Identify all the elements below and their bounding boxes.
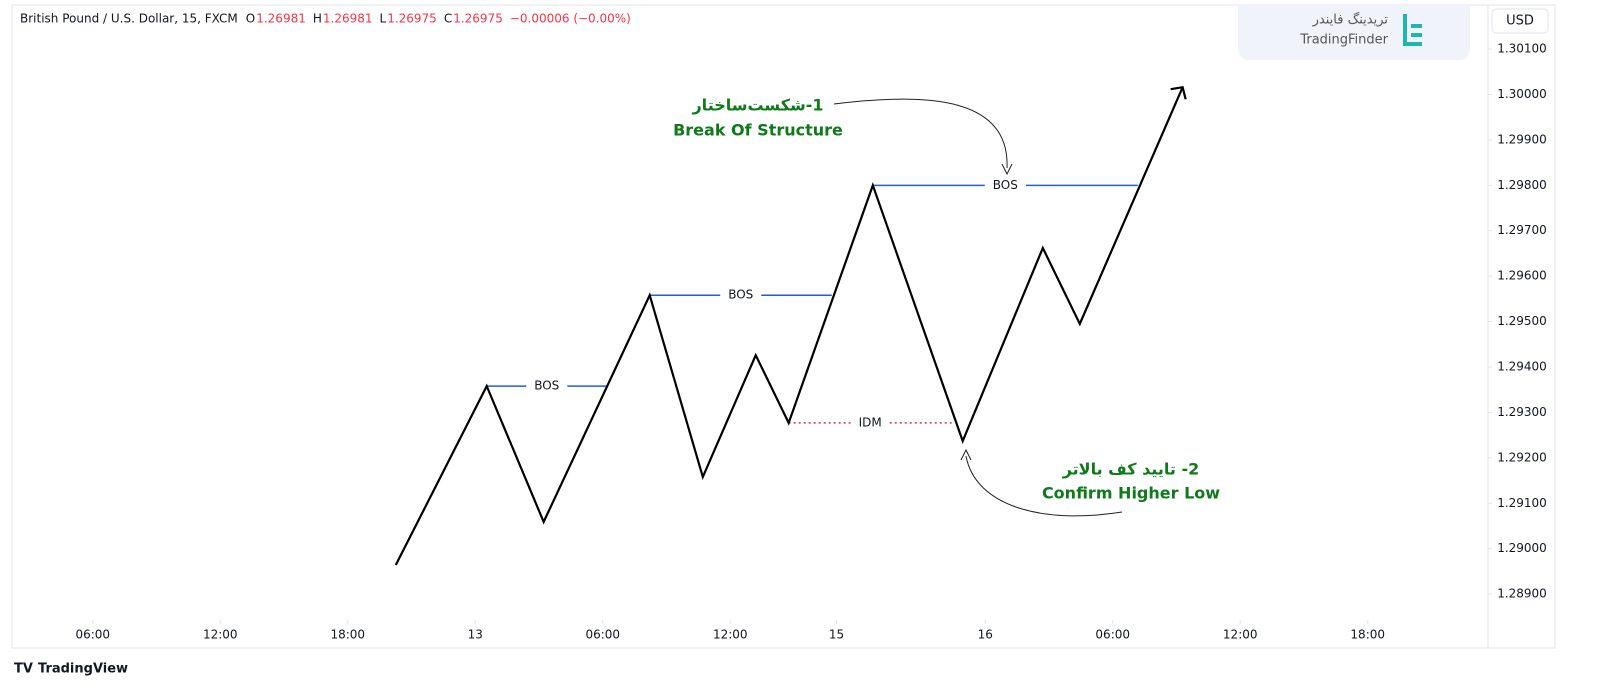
ohlc-label: H bbox=[313, 12, 322, 26]
level-label: BOS bbox=[534, 379, 559, 393]
x-tick-label: 15 bbox=[829, 628, 844, 642]
y-tick-label: 1.30100 bbox=[1497, 42, 1547, 56]
x-tick-label: 06:00 bbox=[75, 628, 110, 642]
annotation-fa: 1-شکست‌ساختار bbox=[691, 96, 823, 115]
ohlc-label: O bbox=[246, 12, 255, 26]
x-tick-label: 12:00 bbox=[1223, 628, 1258, 642]
annotation-arrow bbox=[833, 98, 1008, 169]
x-tick-label: 12:00 bbox=[713, 628, 748, 642]
ohlc-label: C bbox=[444, 12, 452, 26]
ohlc: O 1.26981 H 1.26981 L 1.26975 C 1.26975 −0.00006… bbox=[246, 12, 631, 26]
y-tick-label: 1.29200 bbox=[1497, 450, 1547, 464]
y-tick-label: 1.30000 bbox=[1497, 87, 1547, 101]
chart-frame bbox=[11, 4, 1556, 649]
y-tick-label: 1.29400 bbox=[1497, 360, 1547, 374]
watermark-logo bbox=[1403, 14, 1422, 46]
currency-box[interactable] bbox=[1491, 8, 1549, 34]
level-label: BOS bbox=[728, 288, 753, 302]
annotation-arrow bbox=[965, 455, 1123, 517]
annotation-fa: 2- تایید کف بالاتر bbox=[1062, 460, 1200, 479]
watermark-en: TradingFinder bbox=[1299, 33, 1388, 48]
y-tick-label: 1.29100 bbox=[1497, 496, 1547, 510]
level-label: BOS bbox=[993, 178, 1018, 192]
price-line bbox=[394, 86, 1184, 566]
y-tick-label: 1.29900 bbox=[1497, 132, 1547, 146]
y-tick-label: 1.29500 bbox=[1497, 314, 1547, 328]
watermark-fa: تریدینگ فایندر bbox=[1312, 12, 1389, 28]
x-tick-label: 16 bbox=[978, 628, 993, 642]
y-tick-label: 1.29000 bbox=[1497, 541, 1547, 555]
y-tick-label: 1.29300 bbox=[1497, 405, 1547, 419]
x-tick-label: 18:00 bbox=[1350, 628, 1385, 642]
y-tick-label: 1.29600 bbox=[1497, 269, 1547, 283]
currency[interactable]: USD bbox=[1506, 14, 1534, 29]
arrow-head bbox=[1001, 163, 1013, 176]
arrow-head bbox=[960, 448, 972, 461]
ohlc-label: L bbox=[380, 12, 387, 26]
level-label: IDM bbox=[859, 415, 882, 429]
x-tick-label: 06:00 bbox=[585, 628, 620, 642]
watermark-box bbox=[1238, 5, 1470, 60]
ohlc-value: 1.26975 bbox=[453, 12, 503, 26]
y-tick-label: 1.29700 bbox=[1497, 223, 1547, 237]
ohlc-value: 1.26981 bbox=[323, 12, 373, 26]
annotation-en: Break Of Structure bbox=[673, 121, 843, 140]
x-tick-label: 12:00 bbox=[203, 628, 238, 642]
arrow-head bbox=[1170, 85, 1187, 100]
symbol: British Pound / U.S. Dollar, 15, FXCM bbox=[20, 12, 238, 26]
x-tick-label: 13 bbox=[468, 628, 483, 642]
y-tick-label: 1.28900 bbox=[1497, 587, 1547, 601]
ohlc-value: 1.26975 bbox=[387, 12, 437, 26]
x-tick-label: 06:00 bbox=[1095, 628, 1130, 642]
y-tick-label: 1.29800 bbox=[1497, 178, 1547, 192]
x-tick-label: 18:00 bbox=[330, 628, 365, 642]
annotation-en: Confirm Higher Low bbox=[1042, 484, 1220, 503]
change: −0.00006 (−0.00%) bbox=[510, 12, 631, 26]
ohlc-value: 1.26981 bbox=[256, 12, 306, 26]
footer-logo: 𝗧𝗩 bbox=[14, 662, 33, 677]
footer: TradingView bbox=[38, 662, 128, 677]
